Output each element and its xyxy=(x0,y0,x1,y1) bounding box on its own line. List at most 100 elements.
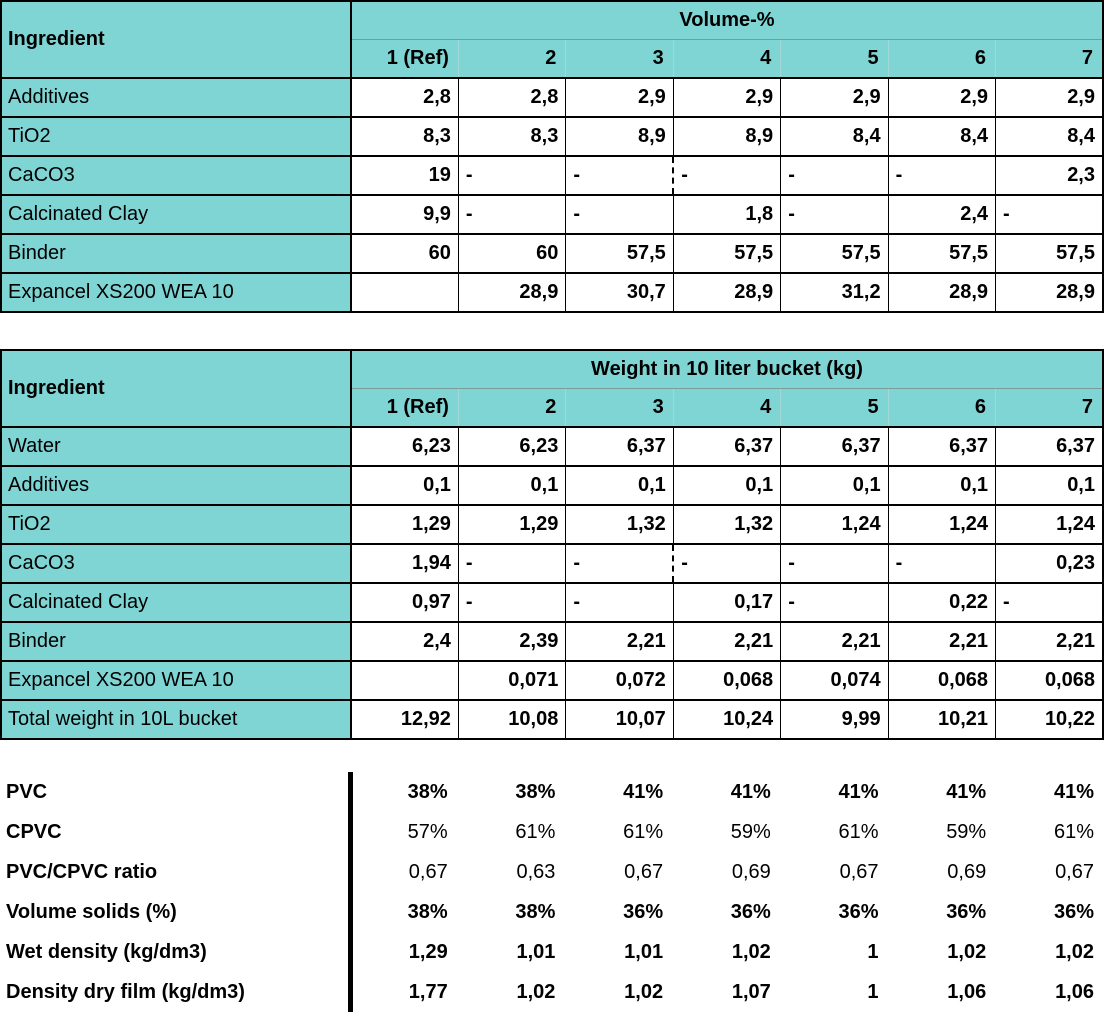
summary-table: PVC 38% 38% 41% 41% 41% 41% 41% CPVC 57% 61% 61% 59%… xyxy=(0,772,1104,1012)
cell: 1,24 xyxy=(780,504,889,545)
cell: 57,5 xyxy=(780,233,889,274)
cell xyxy=(350,660,459,701)
summary-value: 1,07 xyxy=(731,980,771,1003)
cell: 60 xyxy=(457,233,567,274)
table-row: Additives 0,1 0,1 0,1 0,1 0,1 0,1 0,1 xyxy=(1,465,1104,506)
summary-value: 41% xyxy=(1053,780,1094,803)
column-header: 5 xyxy=(780,39,889,79)
summary-value: 36% xyxy=(946,900,987,923)
cell: - xyxy=(780,582,889,623)
weight-table: Ingredient Weight in 10 liter bucket (kg… xyxy=(0,349,1104,740)
cell: 8,3 xyxy=(457,116,567,157)
cell: - xyxy=(672,543,782,584)
cell: 0,068 xyxy=(995,660,1104,701)
summary-value: 61% xyxy=(1053,820,1094,843)
column-header: 2 xyxy=(457,39,566,79)
summary-value: 1 xyxy=(867,980,879,1003)
cell: 1,94 xyxy=(350,543,459,584)
summary-value: 59% xyxy=(946,820,987,843)
column-header: 3 xyxy=(565,388,674,428)
cell: 2,21 xyxy=(887,621,997,662)
cell: 1,24 xyxy=(995,504,1104,545)
row-label: TiO2 xyxy=(1,116,352,157)
column-header: 7 xyxy=(995,39,1103,79)
cell xyxy=(350,272,459,313)
summary-value: 41% xyxy=(946,780,987,803)
table-row: CaCO3 19- - - - -2,3 xyxy=(1,155,1104,196)
cell: - xyxy=(565,155,674,196)
column-header: 5 xyxy=(780,388,889,428)
cell: 0,1 xyxy=(995,465,1104,506)
ingredient-header: Ingredient xyxy=(1,350,352,427)
summary-value: 38% xyxy=(515,780,556,803)
cell: 28,9 xyxy=(672,272,782,313)
cell: - xyxy=(457,582,567,623)
table-row: Additives 2,8 2,8 2,9 2,9 2,9 2,9 2,9 xyxy=(1,77,1104,118)
cell: 0,17 xyxy=(672,582,782,623)
cell: 19 xyxy=(350,155,459,196)
summary-value: 1,01 xyxy=(516,940,556,963)
cell: 0,1 xyxy=(565,465,674,506)
volume-group-header: Volume-% xyxy=(351,1,1103,40)
summary-value: 1,29 xyxy=(347,932,458,972)
cell: 2,8 xyxy=(457,77,567,118)
cell: 2,21 xyxy=(565,621,674,662)
cell: 6,37 xyxy=(887,426,997,467)
column-header: 7 xyxy=(995,388,1103,428)
summary-value: 41% xyxy=(838,780,879,803)
volume-percent-table: Ingredient Volume-% 1 (Ref) 2 3 4 5 6 7 Additi… xyxy=(0,0,1104,313)
cell: 2,21 xyxy=(672,621,782,662)
column-header: 2 xyxy=(457,388,566,428)
summary-value: 0,67 xyxy=(347,852,458,892)
row-label: Water xyxy=(1,426,352,467)
cell: 10,24 xyxy=(672,699,782,740)
table-row: Expancel XS200 WEA 10 28,9 30,7 28,9 31,2 28,… xyxy=(1,272,1104,313)
cell: 2,3 xyxy=(995,155,1104,196)
row-label: Additives xyxy=(1,465,352,506)
cell: - xyxy=(780,543,889,584)
summary-row-label: CPVC xyxy=(6,820,62,843)
summary-value: 36% xyxy=(838,900,879,923)
table-row: Calcinated Clay 0,97- -0,17-0,22- xyxy=(1,582,1104,623)
cell: 10,07 xyxy=(565,699,674,740)
summary-value: 1,02 xyxy=(516,980,556,1003)
summary-row: Wet density (kg/dm3) 1,29 1,01 1,01 1,02 1 1,0… xyxy=(0,932,1104,972)
summary-row: Volume solids (%) 38% 38% 36% 36% 36% 36% 36% xyxy=(0,892,1104,932)
cell: 2,39 xyxy=(457,621,567,662)
cell: 10,22 xyxy=(995,699,1104,740)
cell: 0,23 xyxy=(995,543,1104,584)
table-row: Expancel XS200 WEA 10 0,071 0,072 0,068 0,07… xyxy=(1,660,1104,701)
table-row: Calcinated Clay 9,9- -1,8-2,4- xyxy=(1,194,1104,235)
cell: - xyxy=(887,543,997,584)
summary-value: 0,67 xyxy=(624,860,664,883)
summary-value: 0,67 xyxy=(839,860,879,883)
cell: 1,29 xyxy=(457,504,567,545)
cell: 1,24 xyxy=(887,504,997,545)
cell: 12,92 xyxy=(350,699,459,740)
cell: 6,37 xyxy=(565,426,674,467)
column-header: 6 xyxy=(887,388,996,428)
cell: 57,5 xyxy=(887,233,997,274)
summary-value: 61% xyxy=(838,820,879,843)
cell: - xyxy=(780,155,889,196)
summary-value: 1,77 xyxy=(347,972,458,1012)
table-row: Binder 60 60 57,5 57,5 57,5 57,5 57,5 xyxy=(1,233,1104,274)
column-header: 4 xyxy=(672,388,781,428)
row-label: Expancel XS200 WEA 10 xyxy=(1,272,352,313)
cell: 0,1 xyxy=(672,465,782,506)
cell: 31,2 xyxy=(780,272,889,313)
row-label: Binder xyxy=(1,233,352,274)
cell: - xyxy=(457,543,567,584)
cell: 8,9 xyxy=(672,116,782,157)
cell: - xyxy=(887,155,997,196)
summary-value: 57% xyxy=(347,812,458,852)
cell: 57,5 xyxy=(672,233,782,274)
cell: 28,9 xyxy=(887,272,997,313)
row-label: Calcinated Clay xyxy=(1,582,352,623)
summary-value: 0,63 xyxy=(516,860,556,883)
cell: 0,97 xyxy=(350,582,459,623)
table-row: TiO2 8,3 8,3 8,9 8,9 8,4 8,4 8,4 xyxy=(1,116,1104,157)
cell: 28,9 xyxy=(457,272,567,313)
cell: 2,9 xyxy=(780,77,889,118)
summary-value: 1,06 xyxy=(1055,980,1094,1003)
